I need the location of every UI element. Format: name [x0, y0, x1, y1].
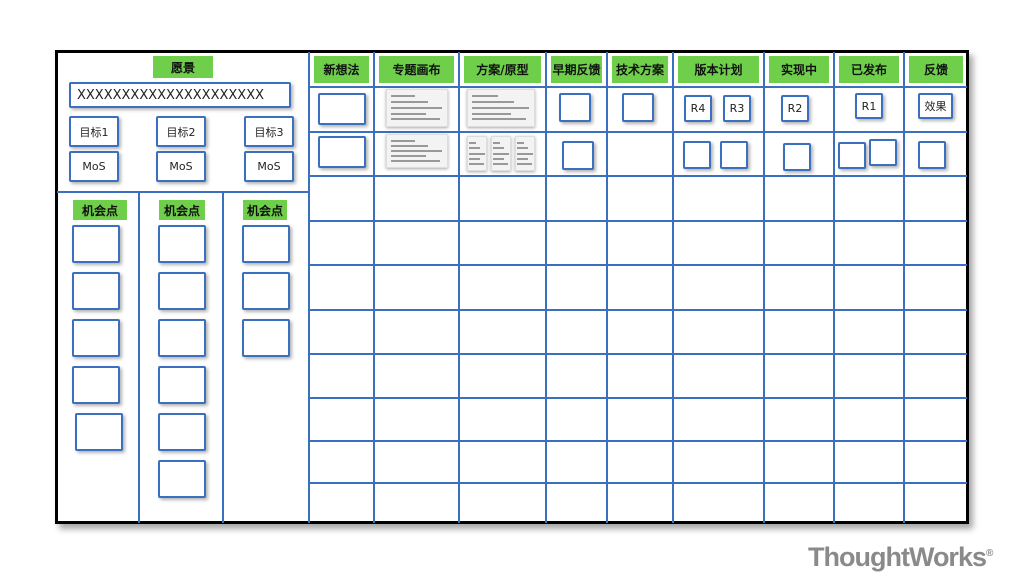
row-divider — [310, 482, 967, 484]
idea-card[interactable] — [683, 141, 711, 169]
release-card[interactable]: R2 — [781, 95, 809, 122]
column-header: 版本计划 — [678, 56, 759, 83]
opportunity-card[interactable] — [242, 225, 290, 263]
column-divider — [545, 52, 547, 523]
opportunity-label: 机会点 — [159, 200, 205, 220]
opportunity-card[interactable] — [72, 272, 120, 310]
column-header: 已发布 — [839, 56, 899, 83]
idea-card[interactable] — [720, 141, 748, 169]
column-header: 反馈 — [909, 56, 963, 83]
opportunity-card[interactable] — [72, 225, 120, 263]
row-divider — [310, 264, 967, 266]
opportunity-card[interactable] — [72, 366, 120, 404]
opportunity-card[interactable] — [158, 413, 206, 451]
column-header: 方案/原型 — [464, 56, 541, 83]
thoughtworks-logo: ThoughtWorks® — [808, 542, 993, 572]
idea-card[interactable] — [918, 141, 946, 169]
row-divider — [310, 397, 967, 399]
column-divider — [763, 52, 765, 523]
goal-card[interactable]: 目标2 — [156, 116, 206, 147]
idea-card[interactable] — [318, 93, 366, 125]
row-divider — [310, 353, 967, 355]
idea-card[interactable] — [838, 142, 866, 169]
opportunity-card[interactable] — [158, 272, 206, 310]
opportunity-card[interactable] — [158, 225, 206, 263]
column-divider — [373, 52, 375, 523]
opportunity-card[interactable] — [158, 319, 206, 357]
column-header: 专题画布 — [379, 56, 454, 83]
goal-card[interactable]: 目标1 — [69, 116, 119, 147]
mos-card[interactable]: MoS — [69, 151, 119, 182]
goal-card[interactable]: 目标3 — [244, 116, 294, 147]
idea-card[interactable] — [869, 139, 897, 166]
row-divider — [310, 309, 967, 311]
row-divider — [310, 175, 967, 177]
column-divider — [672, 52, 674, 523]
release-card[interactable]: R3 — [723, 95, 751, 122]
column-header: 实现中 — [769, 56, 829, 83]
opportunity-card[interactable] — [75, 413, 123, 451]
board — [55, 50, 969, 524]
column-divider — [308, 52, 310, 523]
opportunity-card[interactable] — [158, 366, 206, 404]
opportunity-divider — [222, 192, 224, 523]
idea-card[interactable] — [559, 93, 591, 122]
opportunity-label: 机会点 — [73, 200, 127, 220]
topic-canvas-thumbnail[interactable] — [386, 134, 448, 168]
column-header: 新想法 — [314, 56, 369, 83]
opportunity-card[interactable] — [158, 460, 206, 498]
column-divider — [458, 52, 460, 523]
idea-card[interactable] — [622, 93, 654, 122]
opportunity-card[interactable] — [72, 319, 120, 357]
vision-box[interactable]: XXXXXXXXXXXXXXXXXXXXX — [69, 82, 291, 108]
prototype-mobile-thumbnail[interactable] — [491, 136, 511, 171]
left-divider — [57, 191, 308, 193]
vision-label: 愿景 — [153, 56, 213, 78]
opportunity-label: 机会点 — [243, 200, 287, 220]
mos-card[interactable]: MoS — [156, 151, 206, 182]
idea-card[interactable] — [562, 141, 594, 170]
idea-card[interactable] — [783, 143, 811, 171]
opportunity-card[interactable] — [242, 319, 290, 357]
row-divider — [310, 86, 967, 88]
column-divider — [833, 52, 835, 523]
release-card[interactable]: R1 — [855, 93, 883, 119]
topic-canvas-thumbnail[interactable] — [386, 89, 448, 127]
idea-card[interactable] — [318, 136, 366, 168]
release-card[interactable]: R4 — [684, 95, 712, 122]
column-header: 技术方案 — [612, 56, 668, 83]
effect-card[interactable]: 效果 — [918, 93, 953, 119]
mos-card[interactable]: MoS — [244, 151, 294, 182]
row-divider — [310, 131, 967, 133]
row-divider — [310, 440, 967, 442]
prototype-mobile-thumbnail[interactable] — [515, 136, 535, 171]
column-divider — [903, 52, 905, 523]
prototype-mobile-thumbnail[interactable] — [467, 136, 487, 171]
opportunity-card[interactable] — [242, 272, 290, 310]
row-divider — [310, 220, 967, 222]
opportunity-divider — [138, 192, 140, 523]
column-divider — [606, 52, 608, 523]
prototype-thumbnail[interactable] — [467, 89, 535, 127]
column-header: 早期反馈 — [551, 56, 602, 83]
